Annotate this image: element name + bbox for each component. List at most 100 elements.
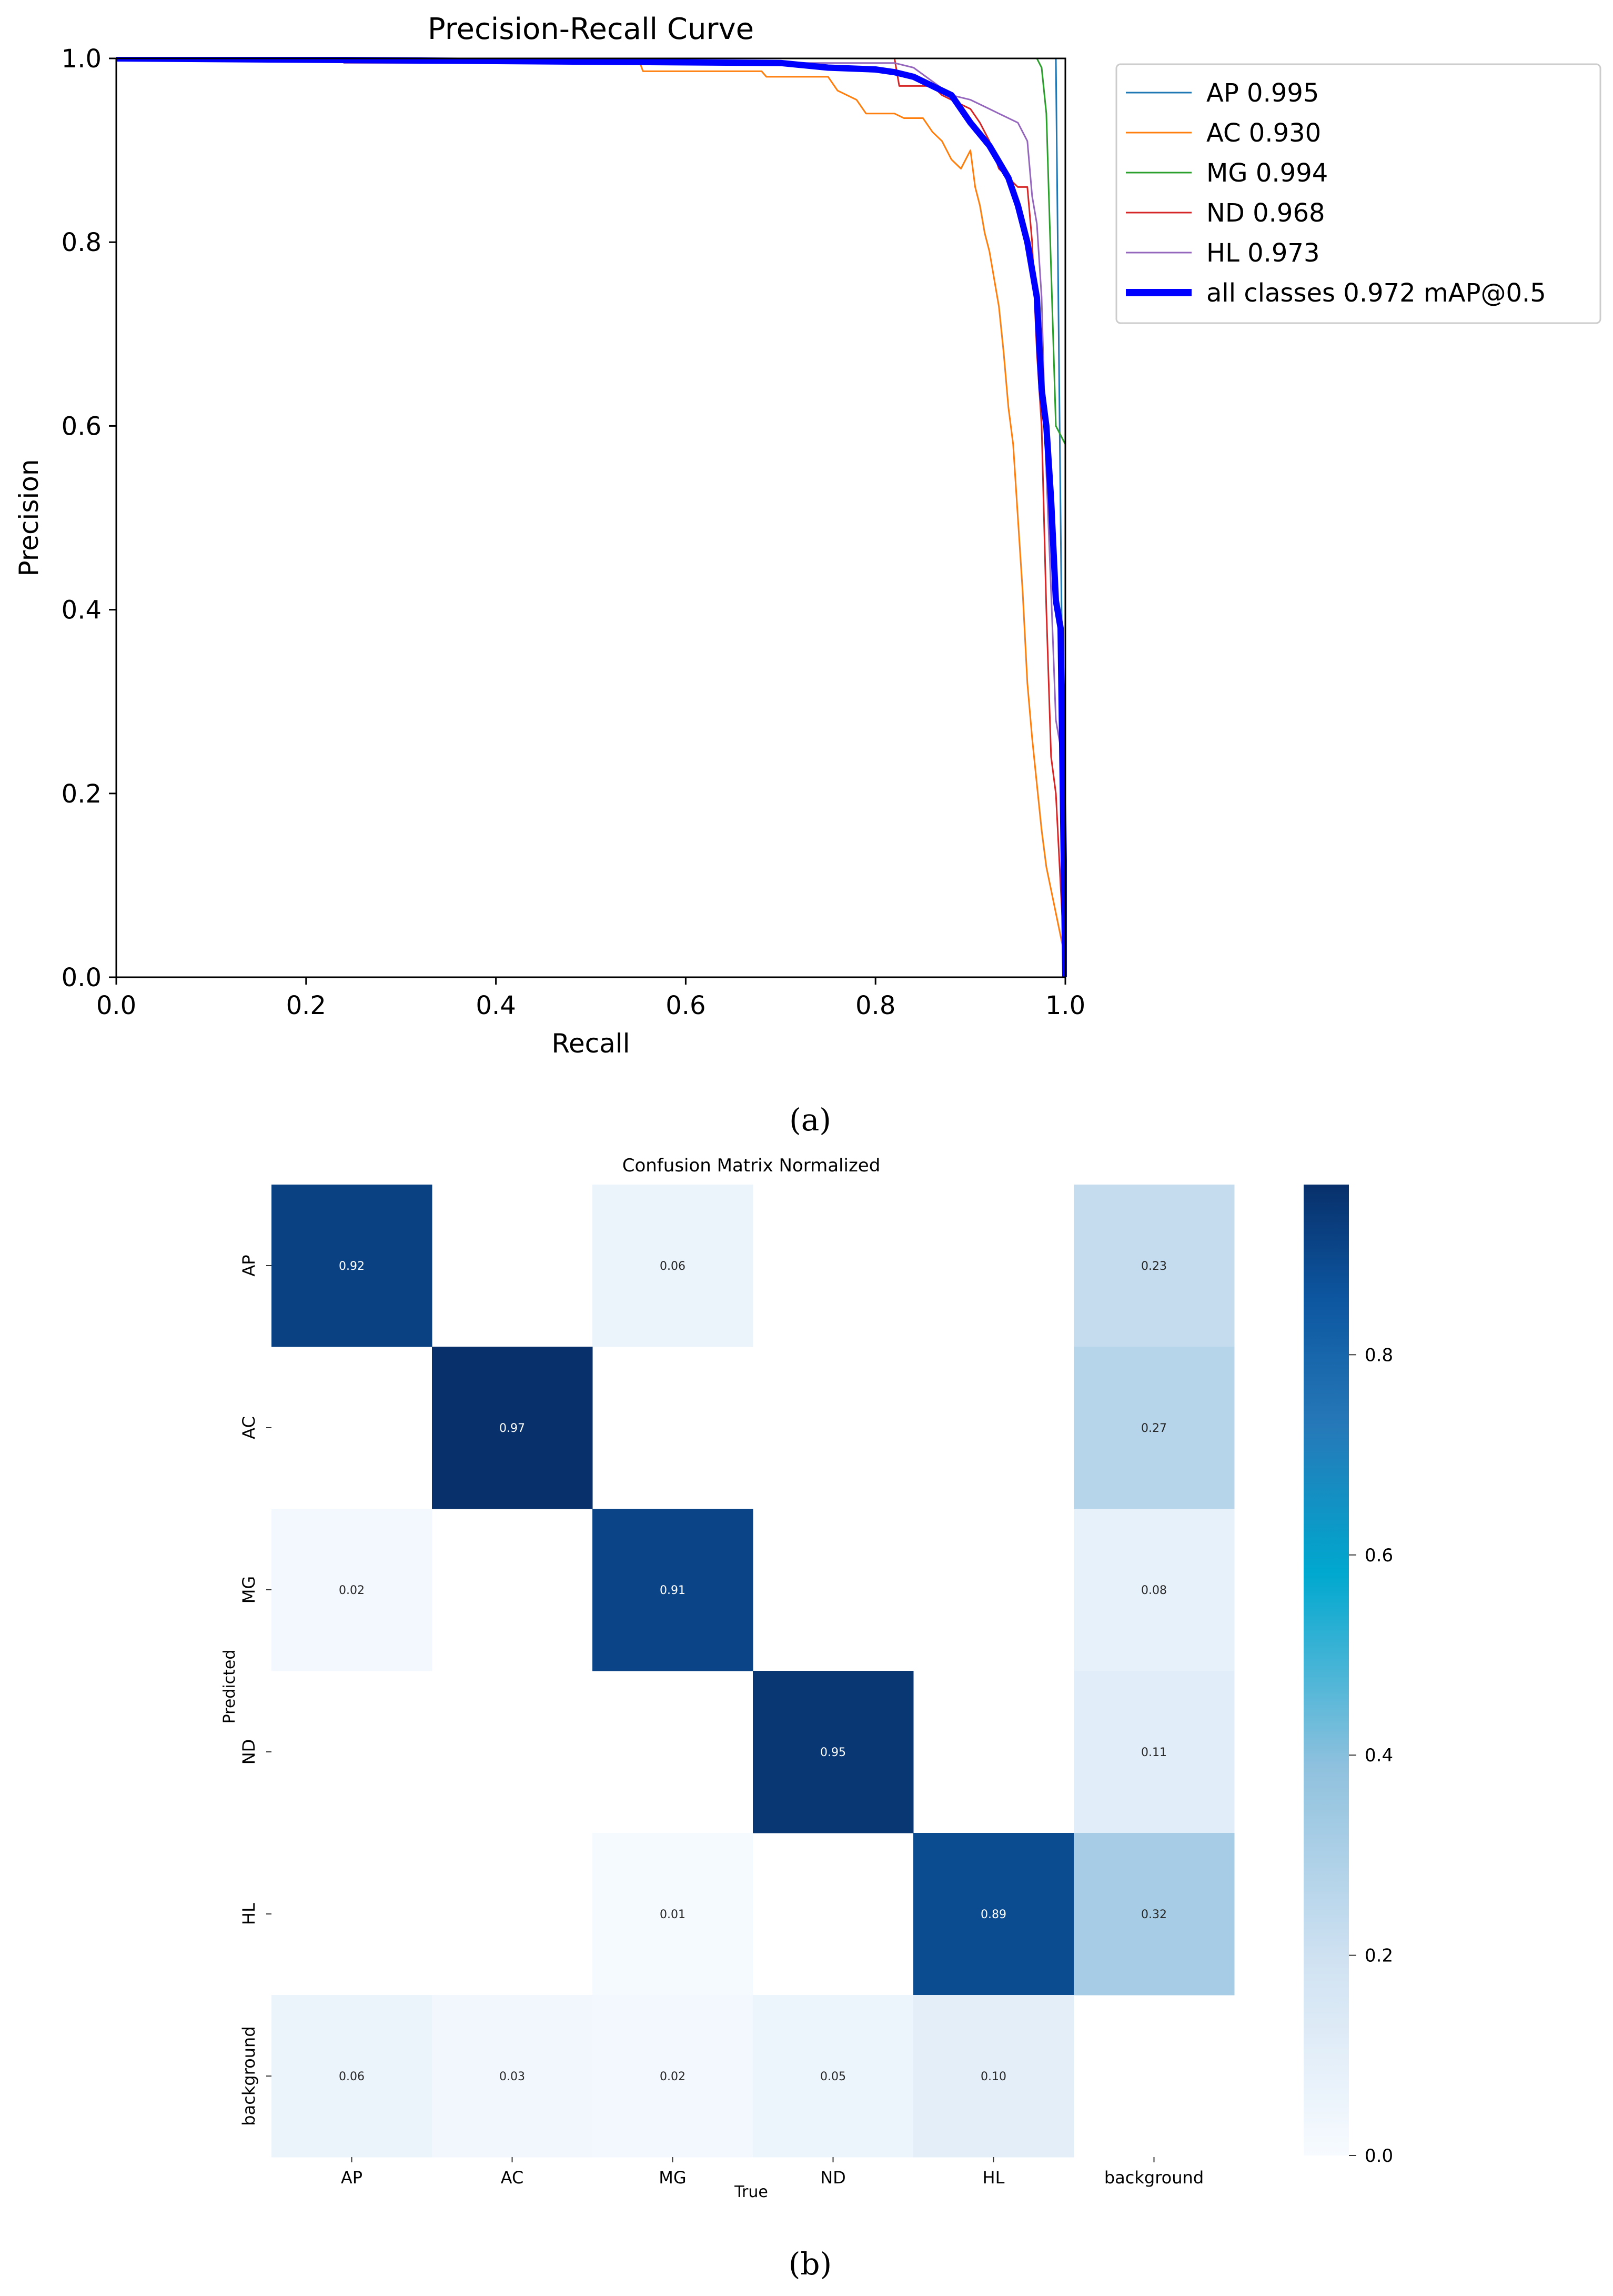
pr-axes-frame — [115, 57, 1066, 978]
pr-series-line-1 — [116, 57, 1066, 959]
cm-cell-value: 0.06 — [339, 2070, 365, 2083]
pr-title: Precision-Recall Curve — [428, 12, 754, 46]
cm-cell-value: 0.02 — [660, 2070, 685, 2083]
cm-cell — [271, 1995, 432, 2158]
pr-x-tick-label: 0.0 — [96, 991, 136, 1020]
cm-cell — [753, 1671, 914, 1833]
cm-x-tick-label: AP — [341, 2168, 362, 2188]
cm-x-ticks: AP AC MG ND HL background — [341, 2157, 1204, 2188]
cm-cells: 0.92 0.06 0.23 0.97 0.27 0.02 0.91 0.08 0.95 0.11… — [271, 1185, 1235, 2158]
cm-colorbar-tick-label: 0.6 — [1365, 1545, 1393, 1566]
pr-series-line-3 — [116, 57, 1066, 978]
pr-x-tick-label: 0.2 — [286, 991, 326, 1020]
cm-colorbar-tick-label: 0.8 — [1365, 1345, 1393, 1366]
cm-cell — [592, 1185, 753, 1347]
pr-legend-label: AC 0.930 — [1206, 118, 1321, 148]
pr-x-tick-label: 0.8 — [855, 991, 895, 1020]
cm-x-tick-label: AC — [501, 2168, 524, 2188]
pr-x-ticks: 0.0 0.2 0.4 0.6 0.8 1.0 — [96, 977, 1085, 1020]
cm-cell — [1074, 1833, 1235, 1996]
cm-title: Confusion Matrix Normalized — [622, 1155, 881, 1176]
cm-y-tick-label: AC — [239, 1416, 259, 1439]
pr-legend-label: all classes 0.972 mAP@0.5 — [1206, 278, 1546, 308]
pr-x-tick-label: 0.6 — [666, 991, 705, 1020]
pr-chart: Precision-Recall Curve 0.0 0.2 0.4 0.6 0.8 1.… — [14, 12, 1601, 1059]
cm-cell — [1074, 1671, 1235, 1833]
pr-series-line-0 — [116, 57, 1066, 978]
pr-x-tick-label: 1.0 — [1045, 991, 1085, 1020]
pr-legend-box — [1115, 63, 1601, 324]
pr-legend-items: AP 0.995 AC 0.930 MG 0.994 ND 0.968 HL 0.973… — [1126, 78, 1546, 308]
cm-cell — [271, 1509, 432, 1671]
pr-series-line-2 — [116, 57, 1066, 977]
cm-colorbar-tick-label: 0.4 — [1365, 1745, 1393, 1766]
cm-cell-value: 0.01 — [660, 1908, 685, 1921]
cm-colorbar-gradient — [1304, 1185, 1349, 2155]
cm-cell — [1074, 1347, 1235, 1509]
cm-cell-value: 0.92 — [339, 1260, 365, 1273]
cm-x-tick-label: HL — [983, 2168, 1005, 2188]
pr-legend-label: MG 0.994 — [1206, 158, 1328, 188]
cm-cell-value: 0.95 — [820, 1746, 846, 1759]
cm-cell-value: 0.27 — [1141, 1422, 1167, 1435]
cm-x-tick-label: MG — [659, 2168, 686, 2188]
cm-y-axis-label: Predicted — [220, 1650, 239, 1724]
pr-y-tick-label: 0.2 — [62, 779, 102, 809]
pr-y-tick-label: 1.0 — [62, 44, 102, 74]
cm-y-ticks: AP AC MG ND HL background — [239, 1255, 271, 2126]
cm-cell-value: 0.91 — [660, 1584, 685, 1597]
confusion-matrix: Confusion Matrix Normalized 0.92 0.06 0.23… — [220, 1155, 1393, 2201]
cm-cell — [1074, 1509, 1235, 1671]
pr-y-tick-label: 0.4 — [62, 596, 102, 625]
pr-legend-label: HL 0.973 — [1206, 238, 1320, 268]
cm-cell — [913, 1833, 1074, 1996]
cm-cell-value: 0.08 — [1141, 1584, 1167, 1597]
cm-cell — [592, 1509, 753, 1671]
cm-cell-value: 0.03 — [499, 2070, 525, 2083]
caption-a: (a) — [789, 1102, 831, 1138]
pr-y-tick-label: 0.6 — [62, 412, 102, 441]
pr-plot-area — [116, 57, 1067, 978]
pr-y-ticks: 0.0 0.2 0.4 0.6 0.8 1.0 — [62, 44, 116, 992]
cm-cell — [271, 1185, 432, 1347]
cm-cell-value: 0.11 — [1141, 1746, 1167, 1759]
pr-legend-label: AP 0.995 — [1206, 78, 1319, 108]
cm-cell — [592, 1995, 753, 2158]
cm-x-tick-label: background — [1104, 2168, 1204, 2188]
cm-y-tick-label: HL — [239, 1903, 259, 1925]
pr-x-tick-label: 0.4 — [476, 991, 516, 1020]
cm-cell-value: 0.02 — [339, 1584, 365, 1597]
cm-cell-value: 0.06 — [660, 1260, 685, 1273]
cm-y-tick-label: ND — [239, 1739, 259, 1765]
pr-y-axis-label: Precision — [14, 459, 44, 576]
cm-y-tick-label: MG — [239, 1576, 259, 1603]
cm-cell-value: 0.23 — [1141, 1260, 1167, 1273]
pr-legend: AP 0.995 AC 0.930 MG 0.994 ND 0.968 HL 0.973… — [1115, 63, 1601, 324]
pr-y-tick-label: 0.8 — [62, 228, 102, 257]
cm-cell-value: 0.89 — [981, 1908, 1006, 1921]
cm-x-tick-label: ND — [820, 2168, 846, 2188]
caption-b: (b) — [789, 2246, 832, 2282]
cm-cell — [1074, 1185, 1235, 1347]
pr-series-line-4 — [116, 57, 1066, 978]
cm-cell — [753, 1995, 914, 2158]
cm-y-tick-label: AP — [239, 1255, 259, 1276]
cm-cell — [592, 1833, 753, 1996]
pr-series-line-5 — [116, 57, 1067, 978]
cm-colorbar-tick-label: 0.0 — [1365, 2145, 1393, 2167]
cm-y-tick-label: background — [239, 2026, 259, 2125]
cm-colorbar-ticks: 0.0 0.2 0.4 0.6 0.8 — [1349, 1345, 1393, 2167]
cm-cell — [913, 1995, 1074, 2158]
cm-cell-value: 0.32 — [1141, 1908, 1167, 1921]
cm-colorbar-tick-label: 0.2 — [1365, 1946, 1393, 1967]
pr-x-axis-label: Recall — [551, 1028, 630, 1059]
pr-y-tick-label: 0.0 — [62, 963, 102, 992]
cm-cell-value: 0.05 — [820, 2070, 846, 2083]
cm-cell-value: 0.10 — [981, 2070, 1006, 2083]
pr-legend-label: ND 0.968 — [1206, 198, 1325, 228]
cm-cell-value: 0.97 — [499, 1422, 525, 1435]
cm-x-axis-label: True — [734, 2183, 768, 2201]
cm-colorbar: 0.0 0.2 0.4 0.6 0.8 — [1304, 1185, 1393, 2167]
cm-cell — [432, 1347, 593, 1509]
